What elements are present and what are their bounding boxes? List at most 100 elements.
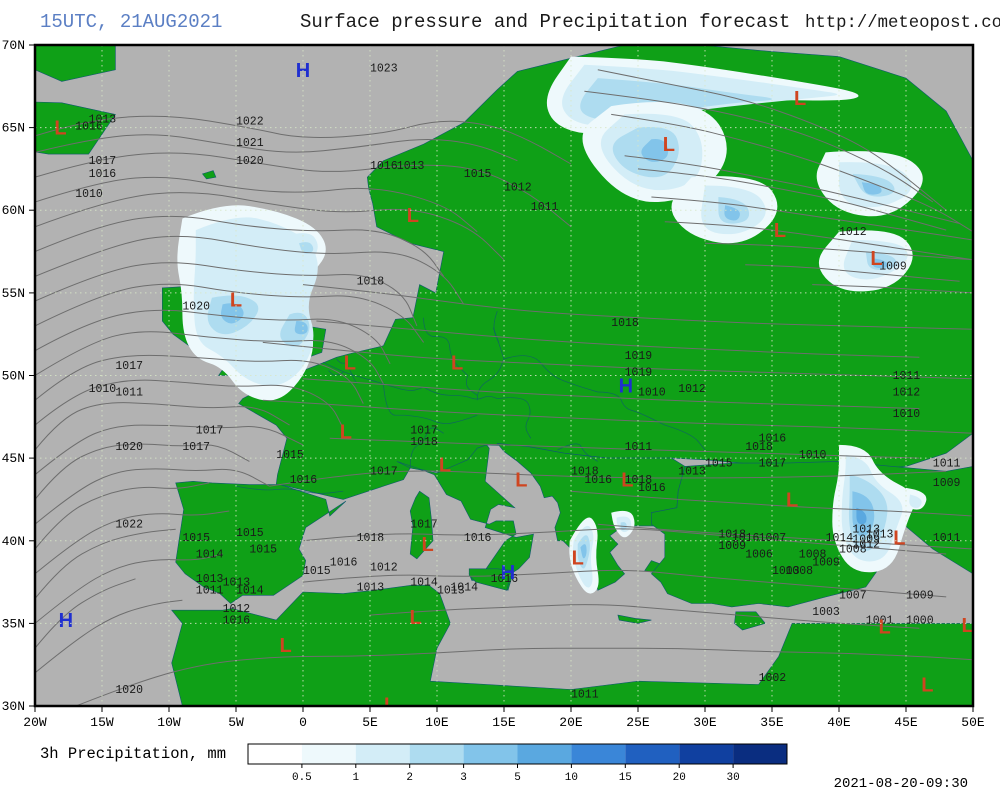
svg-text:1012: 1012 <box>839 226 867 239</box>
svg-text:1009: 1009 <box>852 533 880 546</box>
svg-text:30E: 30E <box>693 715 717 730</box>
svg-text:20W: 20W <box>23 715 47 730</box>
svg-text:L: L <box>279 635 291 657</box>
svg-text:1015: 1015 <box>236 527 264 540</box>
svg-text:1011: 1011 <box>196 585 224 598</box>
svg-text:1011: 1011 <box>571 689 599 702</box>
svg-text:1010: 1010 <box>799 449 827 462</box>
svg-text:1007: 1007 <box>759 532 787 545</box>
svg-text:60N: 60N <box>2 203 25 218</box>
svg-text:50E: 50E <box>961 715 985 730</box>
svg-text:5E: 5E <box>362 715 378 730</box>
svg-text:L: L <box>344 352 356 374</box>
svg-text:35N: 35N <box>2 616 25 631</box>
svg-text:30: 30 <box>726 772 739 784</box>
svg-text:2021-08-20-09:30: 2021-08-20-09:30 <box>834 776 968 792</box>
svg-text:40N: 40N <box>2 534 25 549</box>
svg-text:1020: 1020 <box>115 684 143 697</box>
svg-text:1015: 1015 <box>182 532 210 545</box>
svg-text:1012: 1012 <box>370 562 398 575</box>
svg-text:1012: 1012 <box>893 386 921 399</box>
svg-text:1009: 1009 <box>718 540 746 553</box>
svg-text:15: 15 <box>619 772 632 784</box>
svg-text:1014: 1014 <box>236 585 264 598</box>
svg-text:1016: 1016 <box>638 482 666 495</box>
svg-text:3h Precipitation, mm: 3h Precipitation, mm <box>40 745 226 763</box>
svg-text:L: L <box>878 617 890 639</box>
svg-text:55N: 55N <box>2 286 25 301</box>
svg-text:1011: 1011 <box>933 532 961 545</box>
svg-text:1016: 1016 <box>464 532 492 545</box>
svg-text:1014: 1014 <box>196 548 224 561</box>
svg-text:L: L <box>663 134 675 156</box>
svg-text:L: L <box>794 88 806 110</box>
svg-text:5W: 5W <box>228 715 244 730</box>
svg-text:1014: 1014 <box>450 581 478 594</box>
svg-text:25E: 25E <box>626 715 650 730</box>
svg-text:1015: 1015 <box>303 565 331 578</box>
svg-text:65N: 65N <box>2 121 25 136</box>
svg-text:1: 1 <box>352 772 359 784</box>
svg-text:L: L <box>870 248 882 270</box>
svg-text:5: 5 <box>514 772 521 784</box>
svg-text:L: L <box>893 527 905 549</box>
svg-text:1016: 1016 <box>759 433 787 446</box>
svg-text:45N: 45N <box>2 451 25 466</box>
svg-text:2: 2 <box>406 772 413 784</box>
svg-text:1018: 1018 <box>357 532 385 545</box>
svg-text:1013: 1013 <box>397 160 425 173</box>
svg-text:30N: 30N <box>2 699 25 714</box>
svg-text:1015: 1015 <box>464 168 492 181</box>
svg-text:20: 20 <box>673 772 686 784</box>
svg-text:1009: 1009 <box>812 557 840 570</box>
svg-text:1021: 1021 <box>236 137 264 150</box>
svg-text:1009: 1009 <box>879 261 907 274</box>
svg-text:1022: 1022 <box>236 115 264 128</box>
svg-text:1007: 1007 <box>839 590 867 603</box>
svg-text:45E: 45E <box>894 715 918 730</box>
svg-text:1020: 1020 <box>115 441 143 454</box>
svg-text:L: L <box>407 205 419 227</box>
svg-text:0.5: 0.5 <box>292 772 312 784</box>
svg-text:1013: 1013 <box>678 466 706 479</box>
svg-text:1006: 1006 <box>745 548 773 561</box>
svg-text:1002: 1002 <box>759 672 787 685</box>
svg-text:1017: 1017 <box>182 441 210 454</box>
svg-text:50N: 50N <box>2 369 25 384</box>
svg-text:L: L <box>786 489 798 511</box>
svg-text:1008: 1008 <box>785 565 813 578</box>
svg-text:L: L <box>421 534 433 556</box>
svg-text:1017: 1017 <box>115 360 143 373</box>
svg-text:1017: 1017 <box>196 424 224 437</box>
svg-text:1016: 1016 <box>584 474 612 487</box>
svg-text:15W: 15W <box>90 715 114 730</box>
svg-text:1016: 1016 <box>330 557 358 570</box>
svg-text:L: L <box>572 547 584 569</box>
svg-text:1020: 1020 <box>236 155 264 168</box>
svg-text:L: L <box>515 470 527 492</box>
svg-text:1011: 1011 <box>933 457 961 470</box>
svg-text:1018: 1018 <box>410 436 438 449</box>
svg-text:1023: 1023 <box>370 62 398 75</box>
svg-text:Surface pressure and Precip: Surface pressure and Precipitation forec… <box>300 11 790 33</box>
svg-text:1010: 1010 <box>89 383 117 396</box>
svg-text:40E: 40E <box>827 715 851 730</box>
svg-text:3: 3 <box>460 772 467 784</box>
svg-text:http://meteopost.com: http://meteopost.com <box>805 14 1000 33</box>
svg-text:L: L <box>774 220 786 242</box>
svg-text:1012: 1012 <box>504 181 532 194</box>
svg-text:H: H <box>501 562 515 584</box>
svg-text:1015: 1015 <box>276 449 304 462</box>
svg-text:1010: 1010 <box>638 386 666 399</box>
svg-text:0: 0 <box>299 715 307 730</box>
svg-text:35E: 35E <box>760 715 784 730</box>
svg-text:1017: 1017 <box>410 519 438 532</box>
svg-text:10: 10 <box>565 772 578 784</box>
svg-text:10E: 10E <box>425 715 449 730</box>
svg-text:L: L <box>621 470 633 492</box>
svg-text:H: H <box>59 610 73 632</box>
svg-text:1020: 1020 <box>182 300 210 313</box>
svg-text:1022: 1022 <box>115 519 143 532</box>
svg-text:L: L <box>409 607 421 629</box>
svg-text:10W: 10W <box>157 715 181 730</box>
